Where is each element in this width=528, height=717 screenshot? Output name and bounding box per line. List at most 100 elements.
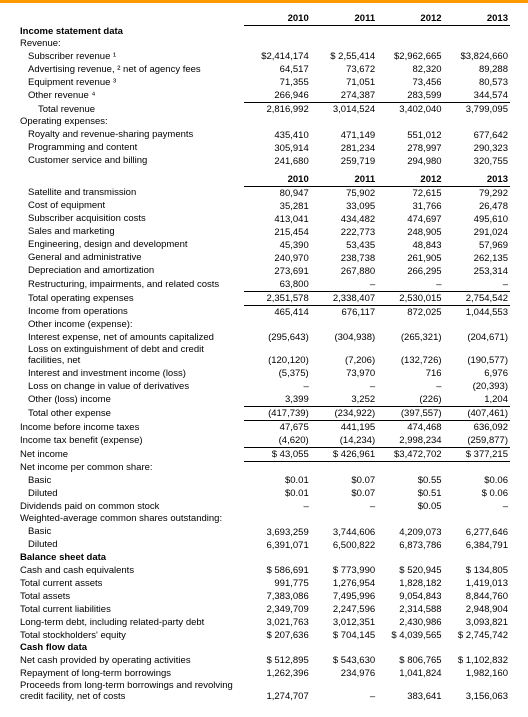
cell: $ 773,990	[311, 564, 377, 577]
cell: 2,338,407	[311, 291, 377, 305]
cell: 305,914	[244, 142, 310, 155]
row-label: Income before income taxes	[18, 421, 244, 435]
cell: 75,902	[311, 186, 377, 200]
cell: 1,276,954	[311, 577, 377, 590]
cell: $0.07	[311, 487, 377, 500]
cell: 413,041	[244, 213, 310, 226]
cell: 872,025	[377, 305, 443, 319]
cell: 1,982,160	[444, 667, 510, 680]
cell: 253,314	[444, 265, 510, 278]
cell: –	[311, 500, 377, 513]
table-row: Diluted$0.01$0.07$0.51$ 0.06	[18, 487, 510, 500]
cell: 71,355	[244, 76, 310, 89]
cell: (120,120)	[244, 344, 310, 367]
cell: $ 377,215	[444, 448, 510, 462]
row-label: Proceeds from long-term borrowings and r…	[18, 680, 244, 703]
row-label: Loss on change in value of derivatives	[18, 380, 244, 393]
cell	[311, 319, 377, 331]
cell: 2,314,588	[377, 603, 443, 616]
cell: (20,393)	[444, 380, 510, 393]
cell	[244, 552, 310, 564]
cell: 1,262,396	[244, 667, 310, 680]
cell	[244, 116, 310, 128]
cell: 3,021,763	[244, 616, 310, 629]
row-label: Total other expense	[18, 407, 244, 421]
col-year-2013: 2013	[444, 168, 510, 187]
cell	[244, 642, 310, 654]
col-year-2011: 2011	[311, 168, 377, 187]
col-year-2012: 2012	[377, 168, 443, 187]
cell: –	[244, 380, 310, 393]
row-label: Net cash provided by operating activitie…	[18, 654, 244, 667]
row-label: Programming and content	[18, 142, 244, 155]
cell	[244, 513, 310, 525]
cell: $ 512,895	[244, 654, 310, 667]
cell: 3,093,821	[444, 616, 510, 629]
col-year-2010: 2010	[244, 7, 310, 26]
row-label: Interest and investment income (loss)	[18, 367, 244, 380]
cell: 8,844,760	[444, 590, 510, 603]
row-label: Diluted	[18, 539, 244, 552]
table-row: Total current assets991,7751,276,9541,82…	[18, 577, 510, 590]
table-row: Engineering, design and development45,39…	[18, 239, 510, 252]
cell: $ 426,961	[311, 448, 377, 462]
table-row: Income statement data	[18, 26, 510, 38]
cell: 2,430,986	[377, 616, 443, 629]
table-row: Weighted-average common shares outstandi…	[18, 513, 510, 525]
table-row: Basic3,693,2593,744,6064,209,0736,277,64…	[18, 526, 510, 539]
table-row: Satellite and transmission80,94775,90272…	[18, 186, 510, 200]
table-row: Total operating expenses2,351,5782,338,4…	[18, 291, 510, 305]
row-label: Total assets	[18, 590, 244, 603]
cell: 6,873,786	[377, 539, 443, 552]
cell: 7,383,086	[244, 590, 310, 603]
cell: 1,041,824	[377, 667, 443, 680]
cell: 2,530,015	[377, 291, 443, 305]
cell: 2,351,578	[244, 291, 310, 305]
cell	[444, 319, 510, 331]
row-label: Customer service and billing	[18, 155, 244, 168]
cell: $0.01	[244, 487, 310, 500]
cell: (7,206)	[311, 344, 377, 367]
cell: 9,054,843	[377, 590, 443, 603]
cell: 6,277,646	[444, 526, 510, 539]
cell: 677,642	[444, 129, 510, 142]
table-row: Net income per common share:	[18, 462, 510, 474]
table-row: Net cash provided by operating activitie…	[18, 654, 510, 667]
row-label: Equipment revenue ³	[18, 76, 244, 89]
col-year-2013: 2013	[444, 7, 510, 26]
financial-data-table: 2010201120122013Income statement dataRev…	[18, 7, 510, 703]
cell: 3,693,259	[244, 526, 310, 539]
row-label: Total current assets	[18, 577, 244, 590]
cell: 273,691	[244, 265, 310, 278]
cell: (5,375)	[244, 367, 310, 380]
table-row: Proceeds from long-term borrowings and r…	[18, 680, 510, 703]
cell: (14,234)	[311, 434, 377, 448]
table-row: Long-term debt, including related-party …	[18, 616, 510, 629]
cell: –	[444, 278, 510, 292]
cell: 991,775	[244, 577, 310, 590]
table-row: Sales and marketing215,454222,773248,905…	[18, 226, 510, 239]
cell: 495,610	[444, 213, 510, 226]
table-row: Loss on change in value of derivatives––…	[18, 380, 510, 393]
cell: 3,012,351	[311, 616, 377, 629]
cell: 266,946	[244, 89, 310, 103]
table-row: Total revenue2,816,9923,014,5243,402,040…	[18, 103, 510, 117]
cell: 274,387	[311, 89, 377, 103]
cell: $ 4,039,565	[377, 629, 443, 642]
cell: 465,414	[244, 305, 310, 319]
row-label: Income tax benefit (expense)	[18, 434, 244, 448]
row-label: Royalty and revenue-sharing payments	[18, 129, 244, 142]
row-label: Other (loss) income	[18, 393, 244, 407]
row-label: Total revenue	[18, 103, 244, 117]
cell	[244, 319, 310, 331]
cell: 294,980	[377, 155, 443, 168]
cell: 64,517	[244, 63, 310, 76]
cell	[444, 38, 510, 50]
cell: (204,671)	[444, 331, 510, 344]
cell: 344,574	[444, 89, 510, 103]
cell: $0.05	[377, 500, 443, 513]
table-row: Total other expense(417,739)(234,922)(39…	[18, 407, 510, 421]
cell: 6,976	[444, 367, 510, 380]
cell: (259,877)	[444, 434, 510, 448]
cell	[244, 26, 310, 38]
